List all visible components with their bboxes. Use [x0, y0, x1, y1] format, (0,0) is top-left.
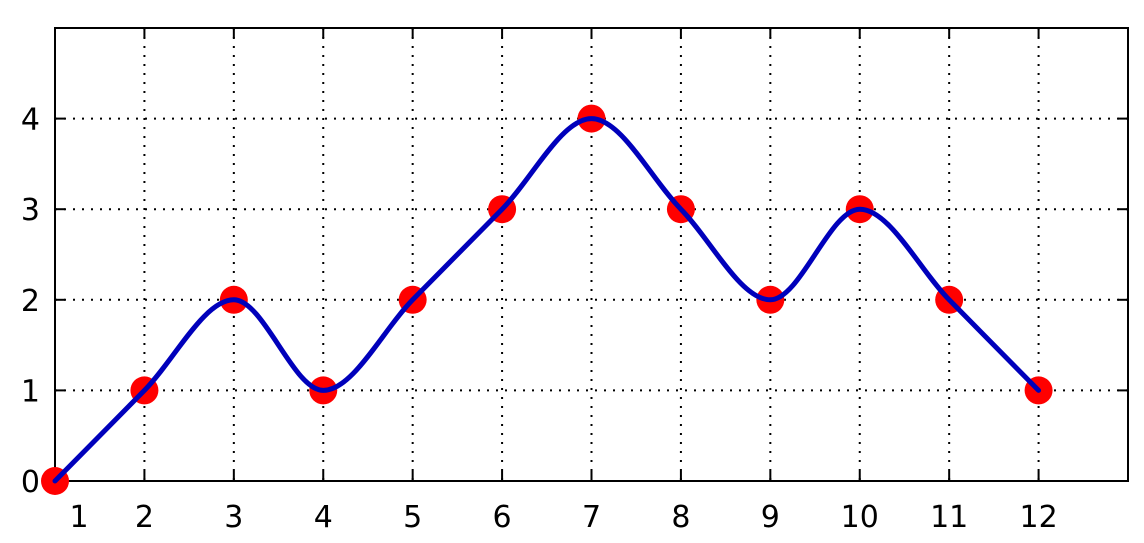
- x-tick-label: 4: [314, 500, 333, 535]
- x-tick-label: 6: [493, 500, 512, 535]
- x-tick-label: 2: [135, 500, 154, 535]
- x-tick-label: 1: [69, 500, 88, 535]
- x-tick-label: 8: [671, 500, 690, 535]
- y-tick-label: 1: [21, 374, 40, 409]
- x-tick-label: 7: [582, 500, 601, 535]
- x-tick-label: 11: [930, 500, 968, 535]
- grid: [55, 28, 1128, 481]
- x-tick-label: 3: [224, 500, 243, 535]
- x-tick-label: 12: [1019, 500, 1057, 535]
- x-tick-label: 5: [403, 500, 422, 535]
- y-tick-label: 2: [21, 284, 40, 319]
- x-axis-tick-labels: 1 2 3 4 5 6 7 8 9 10 11 12: [69, 500, 1057, 535]
- x-tick-label: 10: [841, 500, 879, 535]
- y-axis-tick-labels: 0 1 2 3 4: [21, 103, 40, 500]
- y-tick-label: 3: [21, 193, 40, 228]
- x-tick-label: 9: [761, 500, 780, 535]
- y-tick-label: 0: [21, 465, 40, 500]
- series-line: [52, 116, 1042, 484]
- interpolated-line: [52, 116, 1042, 484]
- y-tick-label: 4: [21, 103, 40, 138]
